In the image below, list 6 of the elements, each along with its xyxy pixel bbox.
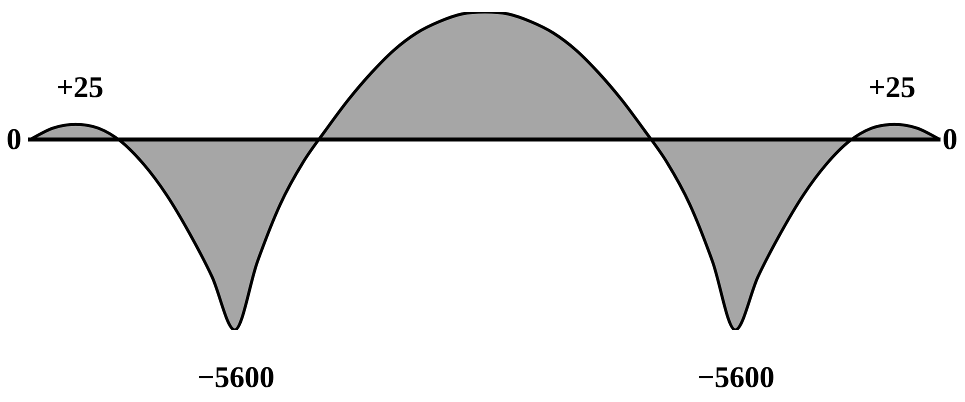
text: 0 [942, 123, 958, 157]
annotation: +25 [56, 71, 104, 105]
text: 0 [6, 123, 22, 157]
text: −5600 [197, 361, 275, 395]
text: −5600 [697, 361, 775, 395]
annotation: +25 [868, 71, 916, 105]
